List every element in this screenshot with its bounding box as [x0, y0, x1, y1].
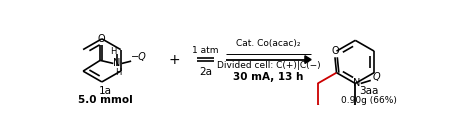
Text: 0.90g (66%): 0.90g (66%): [341, 96, 397, 105]
Text: 3aa: 3aa: [360, 86, 379, 96]
Text: Divided cell: C(+)|C(−): Divided cell: C(+)|C(−): [217, 61, 320, 70]
Polygon shape: [305, 56, 311, 63]
Text: H: H: [110, 47, 117, 56]
Text: Q: Q: [373, 72, 380, 82]
Text: −Q: −Q: [131, 52, 147, 61]
Text: O: O: [332, 46, 339, 56]
Text: +: +: [168, 53, 180, 67]
Text: 1 atm: 1 atm: [192, 46, 219, 55]
Text: 5.0 mmol: 5.0 mmol: [78, 95, 133, 105]
Text: N: N: [353, 78, 361, 88]
Text: O: O: [97, 34, 105, 44]
Text: Cat. Co(acac)₂: Cat. Co(acac)₂: [236, 39, 301, 48]
Text: 1a: 1a: [99, 86, 112, 96]
Text: 2a: 2a: [199, 67, 212, 77]
Text: 30 mA, 13 h: 30 mA, 13 h: [233, 72, 304, 82]
Text: N: N: [113, 58, 121, 68]
Text: H: H: [116, 68, 122, 77]
